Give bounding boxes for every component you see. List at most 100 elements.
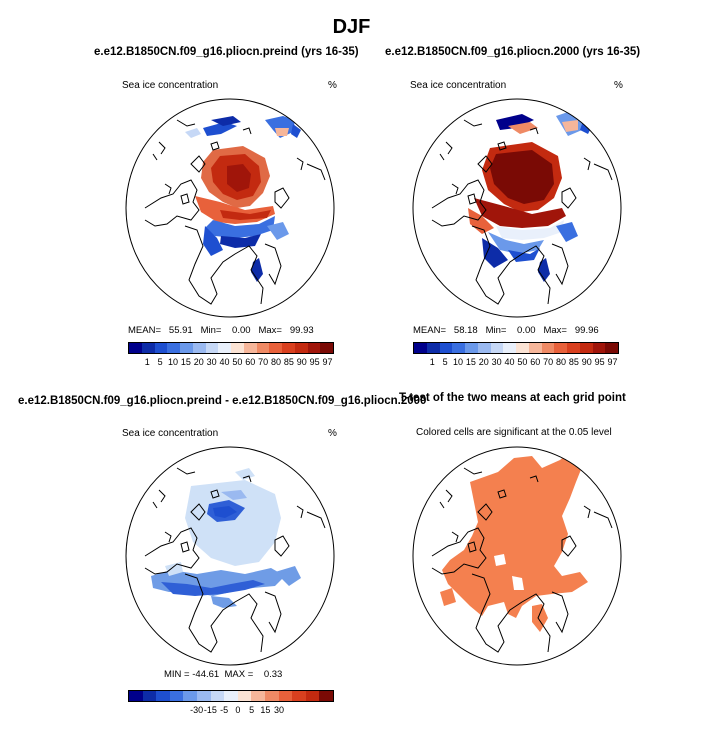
panel2-mean-value: 58.18 — [453, 325, 478, 336]
panel2-mean-label: MEAN= — [413, 325, 446, 336]
panel2-colorbar-tick-label: 10 — [453, 357, 464, 367]
panel2-max-value: 99.96 — [574, 325, 599, 336]
panel1-colorbar-tick-label: 5 — [157, 357, 163, 367]
panel3-colorbar-tick-label: 0 — [235, 705, 241, 715]
panel4-subtitle: Colored cells are significant at the 0.0… — [416, 427, 612, 438]
panel2-colorbar-tick-label: 97 — [607, 357, 618, 367]
panel3-max-label: MAX = — [224, 669, 254, 680]
panel2-colorbar-swatch — [541, 343, 555, 353]
panel3-colorbar — [128, 690, 334, 702]
panel3-min-value: -44.61 — [192, 669, 220, 680]
panel3-colorbar-swatch — [251, 691, 265, 701]
panel1-colorbar-tick-label: 40 — [219, 357, 230, 367]
panel2-colorbar-swatch — [605, 343, 618, 353]
panel2-colorbar-swatch — [490, 343, 504, 353]
panel1-colorbar-tick-label: 15 — [180, 357, 191, 367]
panel3-colorbar-swatch — [278, 691, 293, 701]
panel2-colorbar-swatch — [579, 343, 593, 353]
panel2-min-label: Min= — [485, 325, 507, 336]
panel1-colorbar-tick-label: 90 — [296, 357, 307, 367]
panel3-colorbar-swatch — [142, 691, 157, 701]
panel2-colorbar-tick-label: 85 — [568, 357, 579, 367]
panel2-units-label: % — [614, 80, 623, 91]
panel4-case-title: T-test of the two means at each grid poi… — [399, 392, 626, 404]
panel2-colorbar-tick-label: 40 — [504, 357, 515, 367]
panel3-colorbar-swatch — [305, 691, 320, 701]
panel1-colorbar-swatch — [231, 343, 244, 353]
panel3-max-value: 0.33 — [263, 669, 283, 680]
panel1-variable-label: Sea ice concentration — [122, 80, 219, 91]
panel3-colorbar-swatch — [224, 691, 238, 701]
panel1-max-label: Max= — [258, 325, 282, 336]
panel2-case-title: e.e12.B1850CN.f09_g16.pliocn.2000 (yrs 1… — [385, 46, 641, 58]
panel1-colorbar-tick-label: 10 — [168, 357, 179, 367]
panel3-colorbar-tick-label: 30 — [274, 705, 285, 715]
panel3-colorbar-swatch — [264, 691, 279, 701]
panel1-colorbar-swatch — [294, 343, 308, 353]
panel1-colorbar-tick-label: 30 — [206, 357, 217, 367]
panel1-colorbar-swatch — [282, 343, 295, 353]
panel2-colorbar-swatch — [567, 343, 580, 353]
panel1-colorbar-swatch — [205, 343, 219, 353]
panel3-colorbar-tick-label: -15 — [203, 705, 217, 715]
panel2-colorbar-tick-label: 90 — [581, 357, 592, 367]
panel1-colorbar-swatch — [320, 343, 333, 353]
panel1-mean-label: MEAN= — [128, 325, 161, 336]
panel2-colorbar — [413, 342, 619, 354]
panel3-colorbar-tick-label: -30 — [190, 705, 204, 715]
panel3-colorbar-swatch — [292, 691, 306, 701]
figure-title: DJF — [332, 16, 371, 38]
panel3-colorbar-swatch — [156, 691, 170, 701]
panel1-min-value: 0.00 — [232, 325, 251, 336]
panel1-max-value: 99.93 — [289, 325, 314, 336]
panel3-colorbar-swatch — [183, 691, 197, 701]
panel1-stats: MEAN= 55.91 Min= 0.00 Max= 99.93 — [128, 325, 314, 336]
panel1-colorbar-tick-label: 97 — [322, 357, 333, 367]
panel3-colorbar-tick-label: 15 — [260, 705, 271, 715]
panel2-colorbar-tick-label: 30 — [491, 357, 502, 367]
panel1-min-label: Min= — [200, 325, 222, 336]
panel3-colorbar-ticks: -30 -15 -5 0 5 15 30 — [128, 705, 334, 717]
panel1-colorbar-swatch — [129, 343, 142, 353]
panel1-colorbar-swatch — [218, 343, 231, 353]
panel2-variable-label: Sea ice concentration — [410, 80, 507, 91]
panel1-colorbar-swatch — [307, 343, 321, 353]
panel1-colorbar-tick-label: 95 — [309, 357, 320, 367]
panel1-polar-map — [125, 98, 335, 318]
panel2-colorbar-tick-label: 80 — [556, 357, 567, 367]
panel1-colorbar-tick-label: 50 — [232, 357, 243, 367]
panel2-colorbar-swatch — [465, 343, 478, 353]
panel2-polar-map — [412, 98, 622, 318]
panel1-colorbar-swatch — [243, 343, 257, 353]
panel2-min-value: 0.00 — [517, 325, 536, 336]
panel2-colorbar-swatch — [414, 343, 427, 353]
panel1-case-title: e.e12.B1850CN.f09_g16.pliocn.preind (yrs… — [94, 46, 359, 58]
panel2-colorbar-ticks: 1 5 10 15 20 30 40 50 60 70 80 85 90 95 97 — [413, 357, 619, 369]
panel1-colorbar-tick-label: 1 — [144, 357, 150, 367]
panel3-colorbar-swatch — [210, 691, 225, 701]
panel4-polar-map — [412, 446, 622, 666]
panel3-colorbar-swatch — [169, 691, 184, 701]
panel2-max-label: Max= — [543, 325, 567, 336]
panel1-colorbar-swatch — [256, 343, 270, 353]
panel3-colorbar-swatch — [237, 691, 252, 701]
panel2-colorbar-tick-label: 50 — [517, 357, 528, 367]
panel2-colorbar-tick-label: 95 — [594, 357, 605, 367]
panel2-colorbar-swatch — [452, 343, 465, 353]
panel1-colorbar-swatch — [192, 343, 206, 353]
panel2-colorbar-swatch — [592, 343, 606, 353]
panel3-colorbar-swatch — [129, 691, 143, 701]
panel2-colorbar-swatch — [503, 343, 516, 353]
panel2-colorbar-tick-label: 1 — [429, 357, 435, 367]
panel1-colorbar-tick-label: 60 — [245, 357, 256, 367]
panel1-colorbar-tick-label: 80 — [271, 357, 282, 367]
panel3-colorbar-swatch — [196, 691, 211, 701]
panel1-colorbar-tick-label: 70 — [258, 357, 269, 367]
panel2-colorbar-swatch — [554, 343, 567, 353]
panel2-colorbar-tick-label: 70 — [543, 357, 554, 367]
panel1-colorbar-swatch — [141, 343, 155, 353]
panel3-case-title: e.e12.B1850CN.f09_g16.pliocn.preind - e.… — [18, 395, 427, 407]
panel2-colorbar-tick-label: 5 — [442, 357, 448, 367]
panel3-units-label: % — [328, 428, 337, 439]
panel2-colorbar-swatch — [426, 343, 440, 353]
